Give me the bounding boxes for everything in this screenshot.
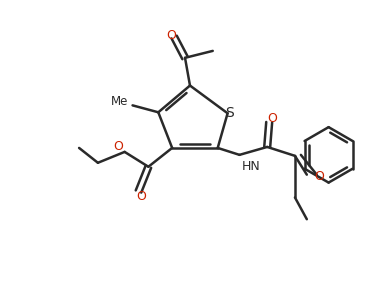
Text: O: O xyxy=(315,170,324,183)
Text: HN: HN xyxy=(241,160,260,173)
Text: O: O xyxy=(166,28,176,41)
Text: O: O xyxy=(113,140,123,153)
Text: O: O xyxy=(267,112,277,125)
Text: S: S xyxy=(225,106,234,120)
Text: O: O xyxy=(136,190,146,203)
Text: Me: Me xyxy=(111,95,128,108)
